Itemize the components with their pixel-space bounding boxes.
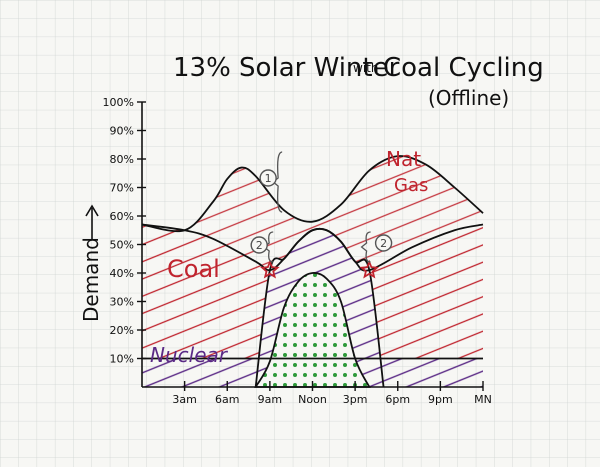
hump-outline xyxy=(254,227,385,388)
x-tick-label: 3pm xyxy=(343,393,368,406)
chart-title-small: with xyxy=(353,61,378,75)
chart-title-group: 13% Solar Winter with Coal Cycling (Offl… xyxy=(173,53,544,110)
x-tick-label: 3am xyxy=(172,393,196,406)
series-labels: Nuclear Coal Nat Gas xyxy=(150,147,428,367)
x-tick-label: 6pm xyxy=(385,393,410,406)
y-tick-label: 20% xyxy=(110,324,134,337)
y-tick-label: 50% xyxy=(110,239,134,252)
series-natgas-line xyxy=(141,155,484,233)
annotation-circle xyxy=(250,236,268,254)
y-tick-label: 70% xyxy=(110,182,134,195)
series-natgas-area xyxy=(142,156,483,271)
coal-label: Coal xyxy=(167,255,220,283)
natgas-label-line2: Gas xyxy=(394,175,428,196)
x-tick-label: 9pm xyxy=(428,393,453,406)
y-axis-title-arrow-head xyxy=(85,204,99,217)
annotation-brace xyxy=(360,231,371,263)
annotation-label: 1 xyxy=(265,172,272,185)
chart-title-tail: Coal Cycling xyxy=(383,53,544,83)
x-tick-label: 9am xyxy=(258,393,282,406)
annotations: 1 2 2 xyxy=(250,151,393,279)
y-tick-label: 90% xyxy=(110,125,134,138)
x-tick-label: 6am xyxy=(215,393,239,406)
x-tick-label: MN xyxy=(474,393,492,406)
chart-title: 13% Solar Winter xyxy=(173,53,400,83)
y-axis-title: Demand xyxy=(79,237,103,322)
y-axis-title-group: Demand xyxy=(79,204,103,322)
annotation-circle xyxy=(374,234,393,252)
annotation-label: 2 xyxy=(380,237,387,250)
y-axis: 10% 20% 30% 40% 50% 60% 70% 80% 90% 100% xyxy=(103,96,146,387)
y-tick-label: 40% xyxy=(110,267,134,280)
y-tick-label: 100% xyxy=(103,96,134,109)
annotation-label: 2 xyxy=(256,239,263,252)
y-tick-label: 80% xyxy=(110,153,134,166)
x-axis: 3am 6am 9am Noon 3pm 6pm 9pm MN xyxy=(142,381,492,406)
annotation-circle xyxy=(259,169,277,187)
y-tick-label: 30% xyxy=(110,296,134,309)
star-marker xyxy=(359,259,380,279)
plot-layers xyxy=(141,155,484,388)
natgas-label-line1: Nat xyxy=(386,147,421,171)
x-tick-label: Noon xyxy=(298,393,327,406)
chart-subtitle: (Offline) xyxy=(428,86,509,110)
y-tick-label: 60% xyxy=(110,210,134,223)
star-marker xyxy=(260,259,280,279)
y-tick-label: 10% xyxy=(110,353,134,366)
nuclear-label: Nuclear xyxy=(150,343,229,367)
